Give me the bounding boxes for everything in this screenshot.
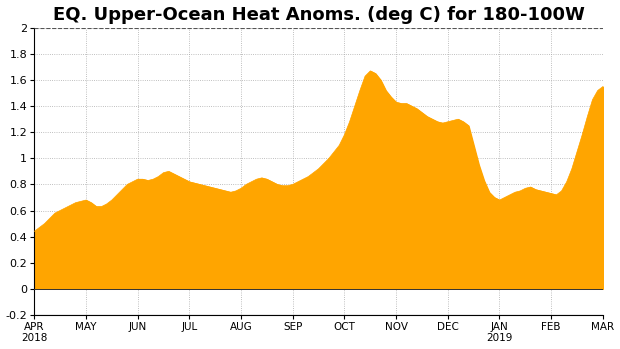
Title: EQ. Upper-Ocean Heat Anoms. (deg C) for 180-100W: EQ. Upper-Ocean Heat Anoms. (deg C) for … <box>53 6 585 23</box>
